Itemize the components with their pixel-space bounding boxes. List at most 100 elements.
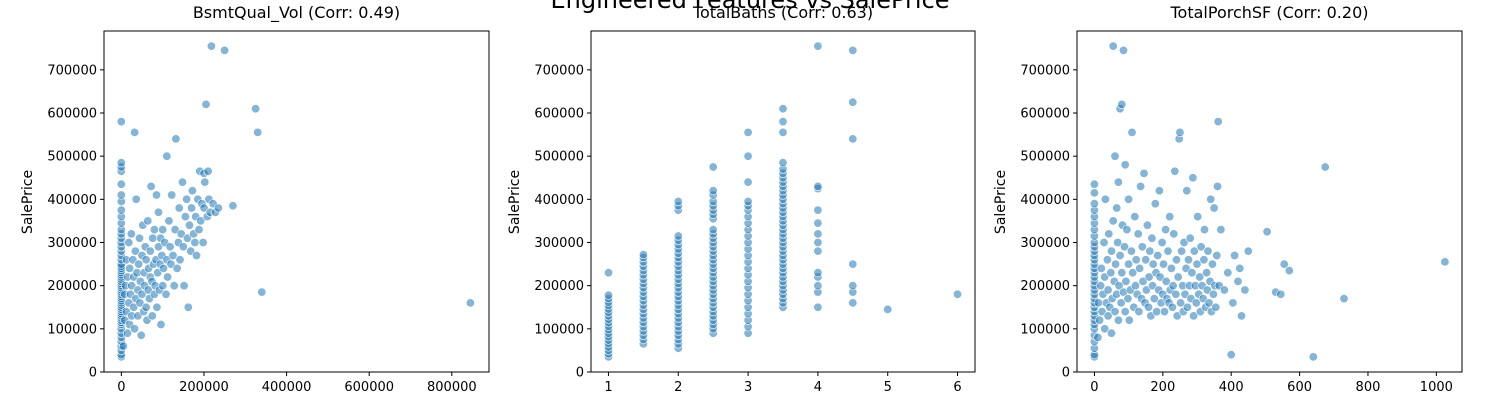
scatter-point (1169, 229, 1179, 239)
scatter-point (126, 229, 136, 239)
panel-bsmtqual-vol: BsmtQual_Vol (Corr: 0.49) SalePrice 0 200… (20, 3, 490, 395)
scatter-points (116, 41, 475, 362)
scatter-point (1148, 281, 1158, 291)
scatter-point (848, 134, 858, 144)
scatter-point (1188, 173, 1198, 183)
scatter-point (708, 162, 718, 172)
scatter-point (848, 281, 858, 291)
scatter-point (203, 166, 213, 176)
scatter-point (1171, 289, 1181, 299)
scatter-point (1144, 302, 1154, 312)
y-axis: 0 100000 200000 300000 400000 500000 600000 700… (1020, 63, 1077, 381)
scatter-point (148, 233, 158, 243)
scatter-point (141, 302, 151, 312)
scatter-point (1276, 289, 1286, 299)
scatter-point (154, 242, 164, 252)
scatter-point (163, 272, 173, 282)
x-tick-label: 0 (1090, 380, 1098, 395)
scatter-point (1177, 246, 1187, 256)
y-tick-label: 100000 (1020, 322, 1070, 337)
scatter-point (116, 179, 126, 189)
scatter-point (136, 330, 146, 340)
scatter-point (1184, 255, 1194, 265)
scatter-point (1284, 266, 1294, 276)
scatter-point (116, 117, 126, 127)
scatter-point (1139, 168, 1149, 178)
y-tick-label: 700000 (1020, 63, 1070, 78)
y-tick-label: 500000 (1020, 150, 1070, 165)
scatter-point (848, 298, 858, 308)
scatter-point (1161, 276, 1171, 286)
scatter-point (1110, 151, 1120, 161)
chart-title: TotalPorchSF (Corr: 0.20) (1170, 3, 1369, 22)
scatter-point (257, 287, 267, 297)
plot-frame (590, 30, 976, 373)
scatter-point (1226, 350, 1236, 360)
scatter-point (1204, 298, 1214, 308)
scatter-point (813, 218, 823, 228)
scatter-point (1116, 298, 1126, 308)
scatter-point (778, 127, 788, 137)
y-tick-label: 300000 (47, 236, 97, 251)
scatter-point (1240, 285, 1250, 295)
scatter-point (171, 134, 181, 144)
scatter-point (175, 255, 185, 265)
scatter-point (743, 151, 753, 161)
scatter-point (172, 263, 182, 273)
scatter-point (1308, 352, 1318, 362)
scatter-point (1142, 220, 1152, 230)
scatter-point (1161, 225, 1171, 235)
scatter-point (182, 233, 192, 243)
scatter-point (603, 290, 613, 300)
scatter-point (813, 41, 823, 51)
scatter-point (673, 231, 683, 241)
scatter-point (134, 259, 144, 269)
scatter-point (1124, 194, 1134, 204)
scatter-point (708, 225, 718, 235)
scatter-point (1179, 238, 1189, 248)
scatter-point (135, 298, 145, 308)
scatter-point (152, 190, 162, 200)
scatter-point (1200, 225, 1210, 235)
x-tick-label: 3 (744, 380, 752, 395)
scatter-point (1213, 117, 1223, 127)
scatter-point (187, 186, 197, 196)
y-tick-label: 0 (576, 366, 584, 381)
scatter-point (1213, 181, 1223, 191)
x-axis: 1 2 3 4 5 6 (604, 372, 962, 395)
scatter-point (1147, 233, 1157, 243)
y-axis: 0 100000 200000 300000 400000 500000 600000 700… (534, 63, 591, 381)
scatter-point (1121, 276, 1131, 286)
scatter-point (1185, 233, 1195, 243)
scatter-point (813, 181, 823, 191)
scatter-point (1089, 188, 1099, 198)
scatter-point (213, 203, 223, 213)
scatter-point (1208, 289, 1218, 299)
x-tick-label: 1000 (1420, 380, 1453, 395)
scatter-point (1182, 302, 1192, 312)
scatter-point (708, 186, 718, 196)
y-tick-label: 400000 (1020, 193, 1070, 208)
scatter-point (145, 246, 155, 256)
scatter-point (1138, 276, 1148, 286)
x-tick-label: 800000 (427, 380, 477, 395)
scatter-point (1216, 225, 1226, 235)
scatter-point (124, 238, 134, 248)
scatter-point (1211, 302, 1221, 312)
y-tick-label: 200000 (47, 279, 97, 294)
panel-totalporchsf: TotalPorchSF (Corr: 0.20) SalePrice 0 200… (993, 3, 1463, 395)
x-tick-label: 0 (117, 380, 125, 395)
scatter-point (149, 225, 159, 235)
scatter-point (1123, 294, 1133, 304)
scatter-point (1165, 212, 1175, 222)
scatter-point (848, 97, 858, 107)
scatter-point (185, 220, 195, 230)
y-tick-label: 300000 (1020, 236, 1070, 251)
scatter-point (1145, 246, 1155, 256)
scatter-point (1120, 242, 1130, 252)
scatter-point (1096, 263, 1106, 273)
scatter-point (1199, 255, 1209, 265)
scatter-point (1223, 268, 1233, 278)
scatter-point (1237, 311, 1247, 321)
